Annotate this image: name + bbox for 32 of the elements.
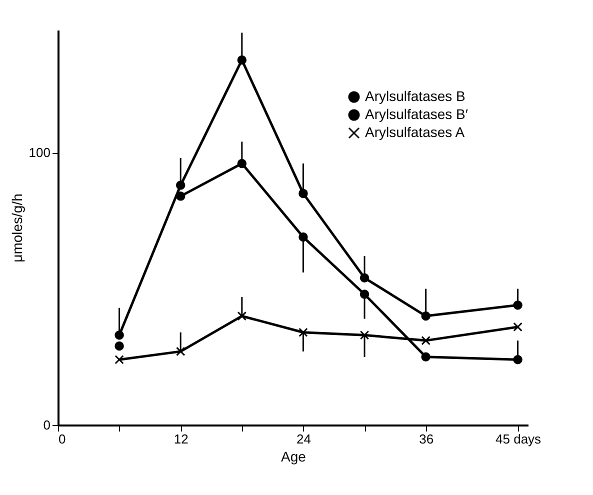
point: [298, 188, 308, 198]
point: [421, 311, 430, 321]
x-axis-title: Age: [281, 448, 306, 464]
point: [513, 322, 522, 332]
point: [176, 346, 186, 356]
point: [360, 330, 370, 340]
x-tick-label: 36: [419, 432, 434, 446]
point: [176, 192, 186, 201]
point: [237, 311, 247, 321]
point: [513, 355, 522, 364]
x-tick-label: 0: [58, 432, 66, 446]
point: [513, 300, 522, 310]
x-tick-label: 24: [296, 432, 311, 446]
legend-label: Arylsulfatases B: [365, 88, 466, 104]
y-tick-label: 100: [28, 145, 50, 160]
point: [114, 355, 124, 364]
point: [298, 232, 308, 242]
point: [237, 158, 247, 168]
point: [360, 290, 370, 299]
point: [298, 328, 308, 337]
point: [360, 273, 370, 283]
point: [176, 180, 186, 190]
point: [237, 55, 247, 65]
x-tick-label: 12: [174, 432, 188, 446]
legend-label: Arylsulfatases B′: [365, 106, 468, 122]
legend-label: Arylsulfatases A: [365, 124, 466, 140]
x-tick-label: 45 days: [496, 432, 542, 446]
point: [421, 336, 430, 346]
point: [114, 330, 124, 340]
y-axis-title: μmoles/g/h: [8, 194, 25, 262]
point: [421, 352, 430, 362]
point: [114, 341, 124, 351]
